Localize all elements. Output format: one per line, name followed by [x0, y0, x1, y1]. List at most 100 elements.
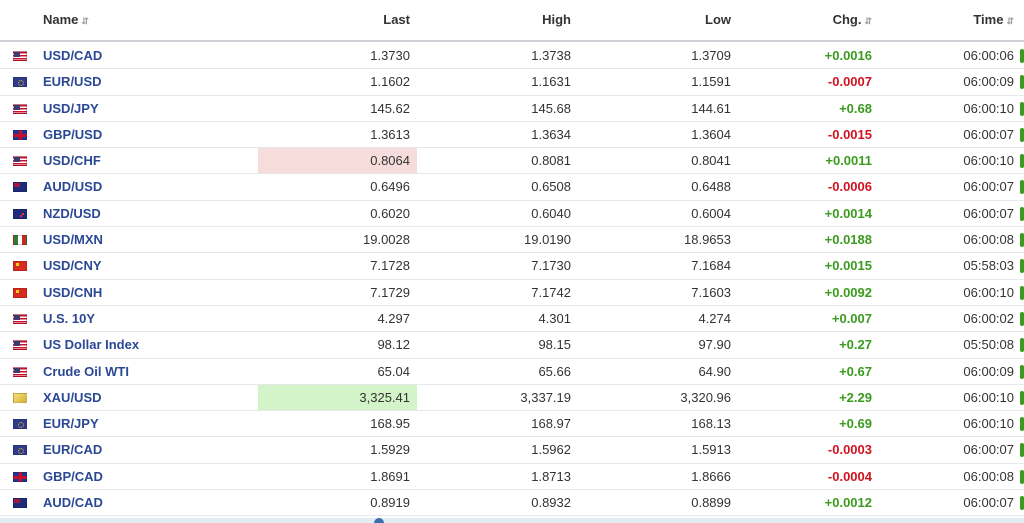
low-price: 7.1603 [691, 284, 731, 300]
change-value: +0.67 [839, 363, 872, 379]
quote-time: 06:00:07 [963, 495, 1014, 511]
gb-flag-icon [13, 471, 27, 482]
instrument-name-link[interactable]: USD/CHF [43, 153, 101, 169]
high-price: 7.1730 [531, 258, 571, 274]
last-price: 1.5929 [370, 442, 410, 458]
quote-time: 06:00:06 [963, 48, 1014, 63]
last-price: 7.1729 [370, 284, 410, 300]
instrument-name-link[interactable]: USD/MXN [43, 232, 103, 248]
quote-time: 06:00:09 [963, 363, 1014, 379]
change-value: +0.0011 [825, 153, 872, 169]
last-price: 1.8691 [370, 468, 410, 484]
table-row[interactable]: USD/MXN 19.0028 19.0190 18.9653 +0.0188 06:00… [0, 227, 1024, 254]
us-flag-icon [13, 340, 27, 351]
change-value: -0.0007 [827, 74, 872, 90]
us-flag-icon [13, 51, 27, 61]
last-price: 1.1602 [370, 74, 410, 90]
instrument-name-link[interactable]: US Dollar Index [43, 337, 140, 353]
table-row[interactable]: USD/CAD 1.3730 1.3738 1.3709 +0.0016 06:00:06 [0, 43, 1024, 70]
table-row[interactable]: EUR/USD 1.1602 1.1631 1.1591 -0.0007 06:00:09 [0, 69, 1024, 96]
instrument-name-link[interactable]: USD/JPY [43, 100, 99, 116]
instrument-name-link[interactable]: USD/CNH [43, 284, 103, 300]
low-price: 64.90 [698, 363, 731, 379]
status-indicator [1020, 417, 1024, 432]
high-price: 4.301 [538, 310, 571, 326]
status-indicator [1020, 364, 1024, 379]
high-price: 1.1631 [531, 74, 571, 90]
status-indicator [1020, 101, 1024, 116]
horizontal-scrollbar[interactable] [0, 518, 1024, 523]
instrument-name-link[interactable]: USD/CNY [43, 258, 102, 274]
cn-flag-icon [13, 261, 27, 272]
table-row[interactable]: Crude Oil WTI 65.04 65.66 64.90 +0.67 06:00:0… [0, 359, 1024, 385]
instrument-name-link[interactable]: EUR/USD [43, 74, 102, 90]
instrument-name-link[interactable]: XAU/USD [43, 389, 102, 405]
change-value: -0.0015 [827, 126, 872, 142]
change-value: +0.0016 [824, 48, 872, 63]
column-header-chg[interactable]: Chg. ⇵ [832, 12, 872, 27]
table-row[interactable]: NZD/USD 0.6020 0.6040 0.6004 +0.0014 06:00:07 [0, 201, 1024, 228]
low-price: 0.8041 [691, 153, 731, 169]
high-price: 0.6508 [531, 179, 571, 195]
quote-time: 06:00:07 [963, 442, 1014, 458]
last-price: 0.8064 [258, 148, 417, 174]
low-price: 1.5913 [691, 442, 731, 458]
last-price: 0.8919 [370, 495, 410, 511]
low-price: 0.6004 [691, 205, 731, 221]
instrument-name-link[interactable]: AUD/USD [43, 179, 103, 195]
status-indicator [1020, 443, 1024, 458]
change-value: +0.0092 [824, 284, 872, 300]
quote-time: 06:00:08 [963, 232, 1014, 248]
table-row[interactable]: USD/CHF 0.8064 0.8081 0.8041 +0.0011 06:00:10 [0, 148, 1024, 175]
instrument-name-link[interactable]: U.S. 10Y [43, 310, 96, 326]
instrument-name-link[interactable]: AUD/CAD [43, 495, 103, 511]
table-row[interactable]: USD/CNH 7.1729 7.1742 7.1603 +0.0092 06:00:10 [0, 280, 1024, 306]
sort-icon: ⇵ [864, 16, 872, 26]
sort-icon: ⇵ [1006, 16, 1014, 26]
status-indicator [1020, 127, 1024, 142]
table-row[interactable]: EUR/CAD 1.5929 1.5962 1.5913 -0.0003 06:00:07 [0, 437, 1024, 464]
instrument-name-link[interactable]: GBP/USD [43, 126, 103, 142]
column-header-time[interactable]: Time ⇵ [973, 12, 1014, 27]
table-row[interactable]: AUD/CAD 0.8919 0.8932 0.8899 +0.0012 06:00:07 [0, 490, 1024, 517]
last-price: 7.1728 [370, 258, 410, 274]
high-price: 145.68 [531, 100, 571, 116]
quote-time: 05:58:03 [963, 258, 1014, 274]
scroll-thumb[interactable] [374, 518, 384, 523]
instrument-name-link[interactable]: NZD/USD [43, 205, 101, 221]
table-row[interactable]: GBP/CAD 1.8691 1.8713 1.8666 -0.0004 06:00:08 [0, 464, 1024, 491]
status-indicator [1020, 496, 1024, 511]
table-row[interactable]: EUR/JPY 168.95 168.97 168.13 +0.69 06:00:10 [0, 411, 1024, 438]
table-row[interactable]: XAU/USD 3,325.41 3,337.19 3,320.96 +2.29 06:0… [0, 384, 1024, 412]
last-price: 98.12 [377, 337, 410, 353]
low-price: 1.3709 [691, 48, 731, 63]
instrument-name-link[interactable]: GBP/CAD [43, 468, 103, 484]
high-price: 1.5962 [531, 442, 571, 458]
table-row[interactable]: U.S. 10Y 4.297 4.301 4.274 +0.007 06:00:02 [0, 306, 1024, 333]
table-row[interactable]: USD/JPY 145.62 145.68 144.61 +0.68 06:00:10 [0, 96, 1024, 122]
instrument-name-link[interactable]: EUR/CAD [43, 442, 103, 458]
quote-time: 06:00:10 [963, 284, 1014, 300]
table-row[interactable]: USD/CNY 7.1728 7.1730 7.1684 +0.0015 05:58:03 [0, 253, 1024, 280]
last-price: 1.3613 [370, 126, 410, 142]
last-price: 168.95 [370, 416, 410, 432]
column-header-name[interactable]: Name ⇵ [43, 12, 89, 27]
table-row[interactable]: AUD/USD 0.6496 0.6508 0.6488 -0.0006 06:00:07 [0, 174, 1024, 201]
table-row[interactable]: US Dollar Index 98.12 98.15 97.90 +0.27 05:50… [0, 332, 1024, 359]
low-price: 97.90 [698, 337, 731, 353]
cn-flag-icon [13, 287, 27, 298]
au-flag-icon [13, 498, 27, 509]
quote-time: 06:00:08 [963, 468, 1014, 484]
instrument-name-link[interactable]: USD/CAD [43, 48, 103, 63]
sort-icon: ⇵ [81, 16, 89, 26]
quote-time: 06:00:10 [963, 416, 1014, 432]
instrument-name-link[interactable]: EUR/JPY [43, 416, 99, 432]
low-price: 0.6488 [691, 179, 731, 195]
quote-time: 06:00:07 [963, 179, 1014, 195]
high-price: 1.3738 [531, 48, 571, 63]
table-row[interactable]: GBP/USD 1.3613 1.3634 1.3604 -0.0015 06:00:07 [0, 122, 1024, 149]
high-price: 65.66 [538, 363, 571, 379]
low-price: 1.8666 [691, 468, 731, 484]
low-price: 0.8899 [691, 495, 731, 511]
instrument-name-link[interactable]: Crude Oil WTI [43, 363, 129, 379]
